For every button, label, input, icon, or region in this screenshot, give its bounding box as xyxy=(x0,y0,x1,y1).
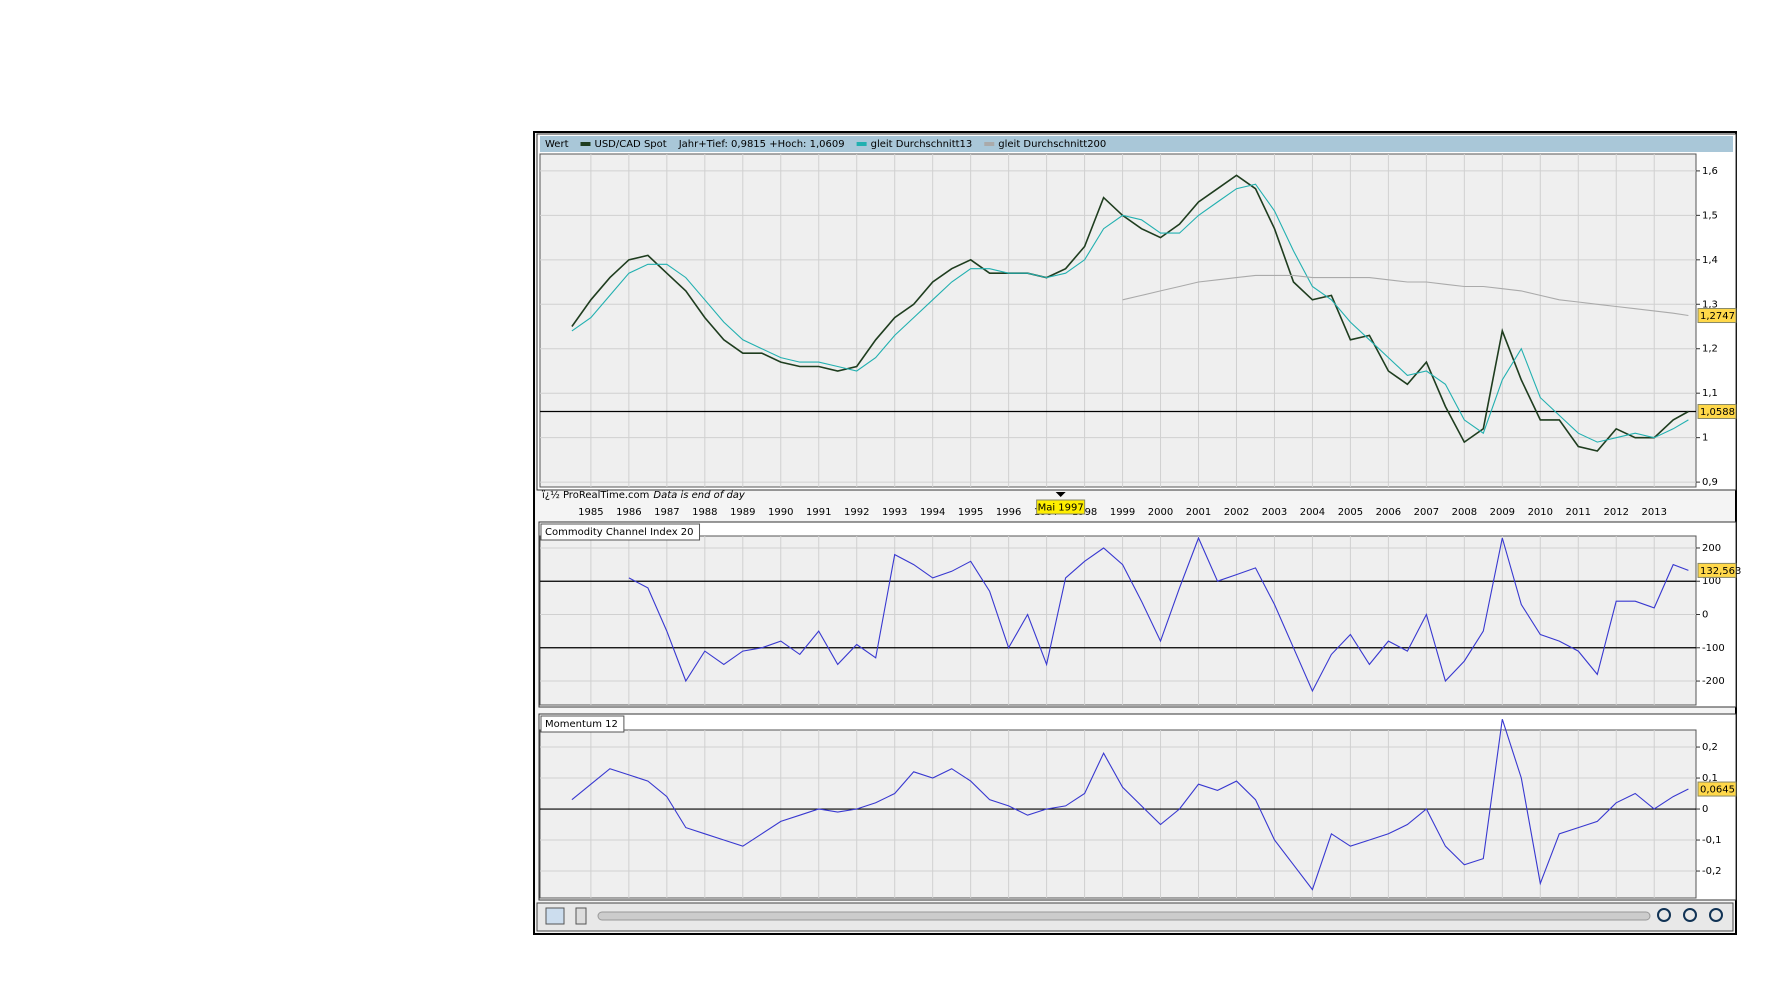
chart-title: Commodity Channel Index 20 xyxy=(545,527,694,538)
series-line xyxy=(628,536,1689,693)
x-tick-label: 2008 xyxy=(1452,507,1477,518)
x-tick-label: 2012 xyxy=(1604,507,1629,518)
title-box xyxy=(540,715,625,733)
y-tick-label: -0,1 xyxy=(1702,835,1722,846)
title-box xyxy=(540,523,701,541)
x-tick-label: 2011 xyxy=(1566,507,1591,518)
legend-strip xyxy=(540,136,1733,152)
chart-title: Wert xyxy=(545,139,569,150)
y-tick-label: -200 xyxy=(1702,676,1725,687)
chart-subtitle: Jahr+Tief: 0,9815 +Hoch: 1,0609 xyxy=(678,139,845,150)
y-tick-label: 0,9 xyxy=(1702,477,1718,488)
price-tag-label: 0,0645 xyxy=(1700,785,1735,796)
x-tick-label: 2009 xyxy=(1490,507,1515,518)
x-tick-label: 1986 xyxy=(616,507,641,518)
price-tag xyxy=(1697,404,1737,420)
y-tick-label: -0,2 xyxy=(1702,866,1722,877)
legend-label: gleit Durchschnitt13 xyxy=(871,139,973,150)
y-tick-label: 0,1 xyxy=(1702,773,1718,784)
y-tick-label: 1,1 xyxy=(1702,388,1718,399)
x-tick-label: 2005 xyxy=(1338,507,1363,518)
x-tick-label: 1994 xyxy=(920,507,945,518)
price-tag-label: 1,0588 xyxy=(1700,407,1735,418)
date-marker-box xyxy=(1036,499,1086,515)
x-tick-label: 2003 xyxy=(1262,507,1287,518)
y-tick-label: 1 xyxy=(1702,433,1708,444)
x-tick-label: 2010 xyxy=(1528,507,1553,518)
plot-area xyxy=(539,535,1697,706)
x-tick-label: 1993 xyxy=(882,507,907,518)
y-tick-label: 1,2 xyxy=(1702,344,1718,355)
zoom-fit[interactable] xyxy=(1657,908,1671,922)
legend-label: USD/CAD Spot xyxy=(595,139,667,150)
date-marker xyxy=(1055,492,1066,497)
x-tick-label: 1991 xyxy=(806,507,831,518)
x-tick-label: 1999 xyxy=(1110,507,1135,518)
zoom-out[interactable] xyxy=(1683,908,1697,922)
plot-area xyxy=(539,153,1697,488)
y-tick-label: 1,3 xyxy=(1702,299,1718,310)
price-tag xyxy=(1697,562,1737,578)
legend-swatch xyxy=(856,142,867,146)
x-tick-label: 1985 xyxy=(578,507,603,518)
legend-swatch xyxy=(580,142,591,146)
plot-area xyxy=(539,729,1697,899)
x-tick-label: 1988 xyxy=(692,507,717,518)
source: ï¿½ ProRealTime.com xyxy=(541,489,649,501)
x-tick-label: 1990 xyxy=(768,507,793,518)
series-line xyxy=(1122,274,1689,317)
x-tick-label: 2002 xyxy=(1224,507,1249,518)
y-tick-label: 0,2 xyxy=(1702,742,1718,753)
date-marker-label: Mai 1997 xyxy=(1038,503,1084,514)
series-line xyxy=(571,174,1689,452)
x-tick-label: 1996 xyxy=(996,507,1021,518)
note: Data is end of day xyxy=(653,490,746,501)
y-tick-label: 100 xyxy=(1702,576,1721,587)
x-tick-label: 2004 xyxy=(1300,507,1325,518)
y-tick-label: 0 xyxy=(1702,804,1708,815)
y-tick-label: 1,5 xyxy=(1702,210,1718,221)
legend-label: gleit Durchschnitt200 xyxy=(998,139,1106,150)
tool-icon[interactable] xyxy=(575,907,587,925)
price-tag xyxy=(1697,781,1737,797)
chart-icon[interactable] xyxy=(545,907,565,925)
x-tick-label: 1987 xyxy=(654,507,679,518)
series-line xyxy=(571,183,1689,443)
x-tick-label: 1989 xyxy=(730,507,755,518)
price-tag xyxy=(1697,308,1737,324)
y-tick-label: 200 xyxy=(1702,543,1721,554)
y-tick-label: 0 xyxy=(1702,610,1708,621)
scrollbar[interactable] xyxy=(597,911,1651,921)
price-tag-label: 132,563 xyxy=(1700,566,1741,577)
x-tick-label: 1992 xyxy=(844,507,869,518)
y-tick-label: -100 xyxy=(1702,643,1725,654)
price-tag-label: 1,2747 xyxy=(1700,311,1735,322)
series-line xyxy=(571,719,1689,891)
legend-swatch xyxy=(984,142,995,146)
x-tick-label: 1995 xyxy=(958,507,983,518)
x-tick-label: 2000 xyxy=(1148,507,1173,518)
x-tick-label: 2013 xyxy=(1641,507,1666,518)
zoom-in[interactable] xyxy=(1709,908,1723,922)
x-tick-label: 2006 xyxy=(1376,507,1401,518)
x-tick-label: 2001 xyxy=(1186,507,1211,518)
y-tick-label: 1,4 xyxy=(1702,255,1718,266)
chart-title: Momentum 12 xyxy=(545,719,618,730)
y-tick-label: 1,6 xyxy=(1702,166,1718,177)
x-tick-label: 2007 xyxy=(1414,507,1439,518)
